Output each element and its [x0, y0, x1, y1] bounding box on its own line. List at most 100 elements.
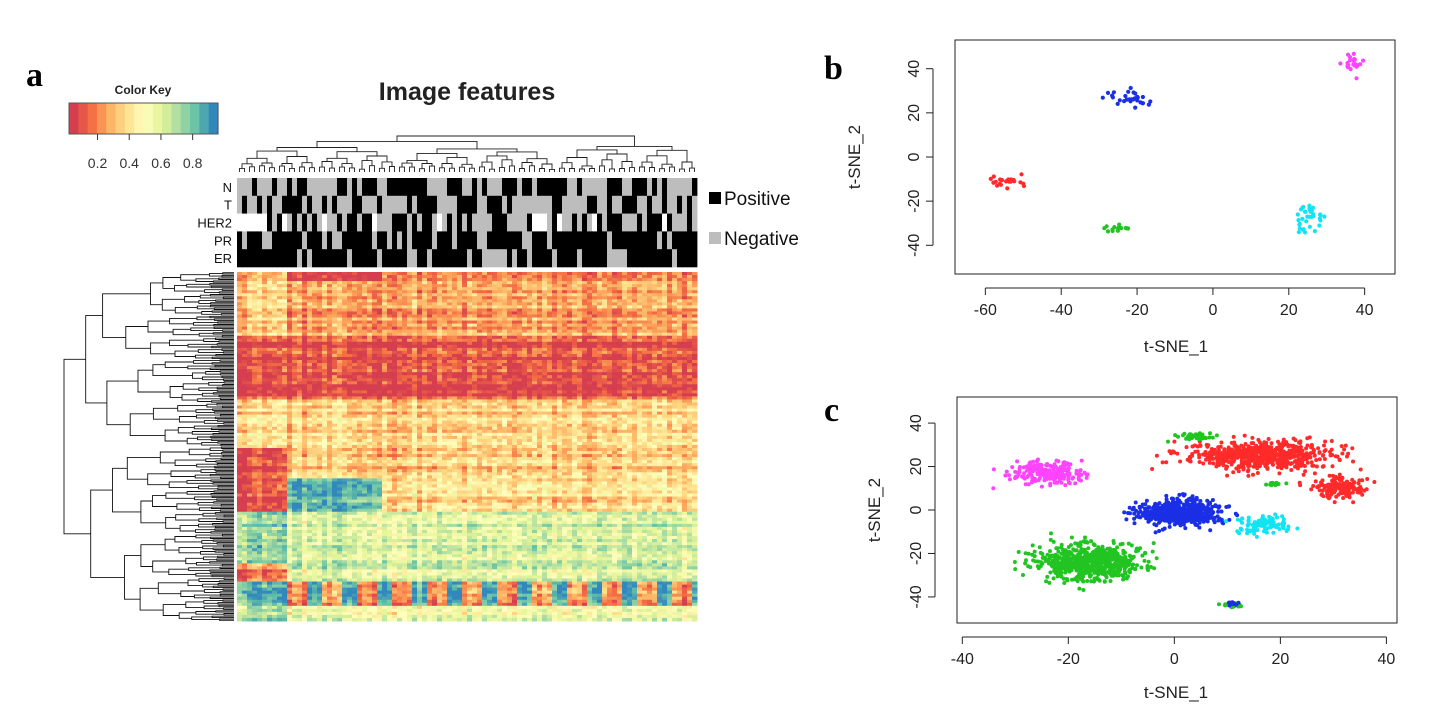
heatmap-cell — [322, 353, 328, 358]
heatmap-cell — [302, 387, 308, 391]
dendrogram-branch — [90, 489, 125, 578]
heatmap-cell — [527, 296, 533, 300]
heatmap-cell — [317, 311, 323, 315]
heatmap-cell — [242, 356, 248, 361]
annotation-cell — [502, 249, 508, 268]
heatmap-cell — [512, 387, 518, 391]
heatmap-cell — [447, 314, 453, 319]
heatmap-cell — [677, 405, 683, 410]
heatmap-cell — [527, 314, 533, 319]
heatmap-cell — [602, 308, 608, 312]
heatmap-cell — [692, 275, 698, 279]
heatmap-cell — [412, 275, 418, 279]
heatmap-cell — [642, 356, 648, 361]
heatmap-cell — [497, 275, 503, 279]
heatmap-cell — [377, 396, 383, 400]
annotation-cell — [532, 249, 538, 268]
heatmap-cell — [547, 356, 553, 361]
heatmap-cell — [377, 353, 383, 358]
heatmap-cell — [497, 281, 503, 285]
heatmap-cell — [387, 284, 393, 288]
dendrogram-branch — [222, 544, 234, 548]
heatmap-cell — [622, 290, 628, 294]
heatmap-cell — [552, 363, 558, 367]
heatmap-cell — [252, 326, 258, 331]
heatmap-cell — [272, 387, 278, 391]
dendrogram-branch — [209, 283, 234, 286]
heatmap-cell — [657, 338, 663, 343]
annotation-cell — [407, 213, 413, 232]
dendrogram-branch — [215, 471, 234, 474]
heatmap-cell — [537, 278, 543, 282]
annotation-cell — [597, 213, 603, 232]
heatmap-cell — [422, 302, 428, 306]
heatmap-cell — [562, 284, 568, 288]
heatmap-cell — [407, 369, 413, 373]
dendrogram-branch — [209, 294, 234, 297]
heatmap-cell — [237, 317, 243, 322]
heatmap-cell — [252, 281, 258, 285]
dendrogram-branch — [299, 166, 305, 172]
heatmap-cell — [292, 347, 298, 352]
heatmap-cell — [257, 341, 263, 346]
heatmap-cell — [597, 375, 603, 379]
heatmap-cell — [452, 366, 458, 370]
heatmap-cell — [487, 341, 493, 346]
heatmap-cell — [652, 387, 658, 391]
heatmap-cell — [532, 308, 538, 312]
heatmap-cell — [567, 281, 573, 285]
heatmap-cell — [257, 363, 263, 367]
heatmap-cell — [672, 378, 678, 382]
dendrogram-branch — [187, 579, 203, 587]
heatmap-cell — [267, 338, 273, 343]
heatmap-cell — [507, 293, 513, 297]
heatmap-cell — [537, 353, 543, 358]
heatmap-cell — [537, 381, 543, 385]
heatmap-cell — [667, 384, 673, 388]
heatmap-cell — [317, 375, 323, 379]
heatmap-cell — [532, 366, 538, 370]
annotation-cell — [462, 195, 468, 214]
heatmap-cell — [307, 314, 313, 319]
annotation-cell — [682, 231, 688, 250]
heatmap-cell — [517, 381, 523, 385]
heatmap-cell — [367, 353, 373, 358]
heatmap-cell — [602, 399, 608, 403]
heatmap-cell — [252, 341, 258, 346]
heatmap-cell — [477, 366, 483, 370]
heatmap-cell — [692, 375, 698, 379]
heatmap-cell — [587, 290, 593, 294]
heatmap-cell — [547, 329, 553, 334]
heatmap-cell — [322, 290, 328, 294]
heatmap-cell — [487, 372, 493, 376]
dendrogram-branch — [639, 166, 645, 172]
heatmap-cell — [552, 311, 558, 315]
heatmap-cell — [677, 329, 683, 334]
heatmap-cell — [627, 372, 633, 376]
heatmap-cell — [472, 317, 478, 322]
heatmap-cell — [527, 275, 533, 279]
dendrogram-branch — [216, 558, 234, 561]
heatmap-cell — [392, 311, 398, 315]
annotation-cell — [267, 178, 273, 197]
heatmap-cell — [552, 296, 558, 300]
heatmap-cell — [692, 296, 698, 300]
annotation-cell — [542, 249, 548, 268]
heatmap-cell — [387, 363, 393, 367]
annotation-cell — [497, 178, 503, 197]
dendrogram-branch — [419, 168, 425, 172]
heatmap-cell — [302, 296, 308, 300]
heatmap-cell — [662, 323, 668, 328]
dendrogram-branch — [152, 364, 193, 377]
heatmap-cell — [247, 360, 253, 364]
heatmap-cell — [447, 308, 453, 312]
annotation-cell — [637, 231, 643, 250]
heatmap-cell — [337, 281, 343, 285]
annotation-cell — [577, 195, 583, 214]
heatmap-cell — [667, 323, 673, 328]
heatmap-cell — [257, 402, 263, 407]
heatmap-cell — [647, 329, 653, 334]
heatmap-cell — [422, 390, 428, 394]
heatmap-cell — [667, 372, 673, 376]
heatmap-cell — [237, 360, 243, 364]
